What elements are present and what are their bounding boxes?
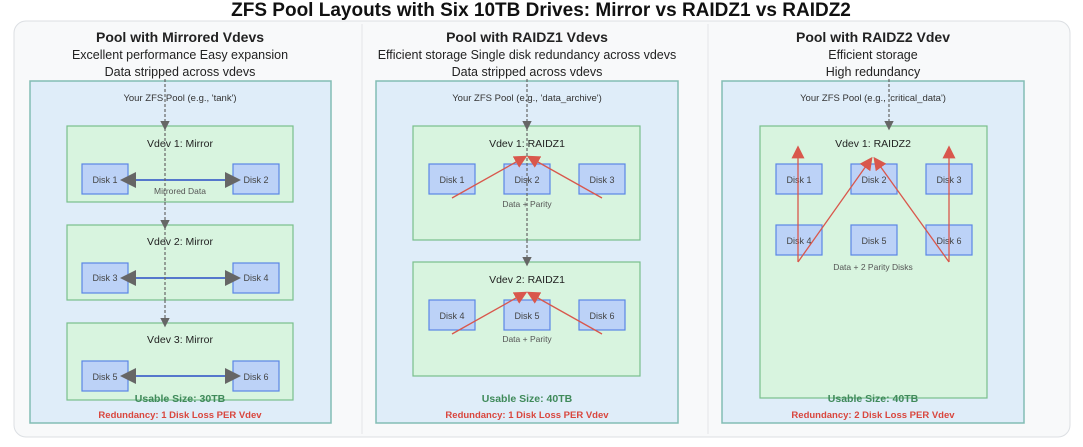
column-heading: Pool with RAIDZ2 Vdev [796,29,950,45]
parity-arrow [526,291,603,335]
disk-label: Disk 6 [243,372,268,382]
disk-label: Disk 5 [861,236,886,246]
usable-size: Usable Size: 30TB [135,393,226,405]
pool-label: Your ZFS Pool (e.g., 'critical_data') [800,93,946,104]
disk-label: Disk 4 [439,311,464,321]
disk-label: Disk 1 [786,175,811,185]
column-subtitle: Efficient storage Single disk redundancy… [378,48,677,62]
vdev-label: Vdev 3: Mirror [147,334,213,346]
vdev-label: Vdev 2: RAIDZ1 [489,274,565,286]
pool-label: Your ZFS Pool (e.g., 'tank') [123,93,236,104]
column-subtitle: Excellent performance Easy expansion [72,48,288,62]
vdev-label: Vdev 1: Mirror [147,138,213,150]
disk-label: Disk 6 [589,311,614,321]
disk [232,163,280,195]
usable-size: Usable Size: 40TB [828,393,919,405]
parity-arrow [797,156,873,263]
column-heading: Pool with RAIDZ1 Vdevs [446,29,608,45]
parity-arrow [873,156,950,263]
vdev-note: Data + Parity [502,334,552,344]
disk [503,299,551,331]
column-subtitle: High redundancy [826,65,921,79]
disk-label: Disk 1 [439,175,464,185]
column-raidz1: Pool with RAIDZ1 Vdevs Efficient storage… [375,29,679,424]
disk [81,360,129,392]
column-subtitle: Efficient storage [828,48,917,62]
column-subtitle: Data stripped across vdevs [105,65,256,79]
redundancy: Redundancy: 2 Disk Loss PER Vdev [791,410,955,421]
disk-label: Disk 2 [243,175,268,185]
diagram-title: ZFS Pool Layouts with Six 10TB Drives: M… [231,0,851,21]
vdev-note: Mirrored Data [154,186,206,196]
disk [850,224,898,256]
disk-label: Disk 4 [786,236,811,246]
redundancy: Redundancy: 1 Disk Loss PER Vdev [445,410,609,421]
usable-size: Usable Size: 40TB [482,393,573,405]
disk-label: Disk 1 [92,175,117,185]
redundancy: Redundancy: 1 Disk Loss PER Vdev [98,410,262,421]
column-heading: Pool with Mirrored Vdevs [96,29,264,45]
disk-label: Disk 5 [92,372,117,382]
vdev-label: Vdev 2: Mirror [147,236,213,248]
disk-label: Disk 3 [589,175,614,185]
column-subtitle: Data stripped across vdevs [452,65,603,79]
disk-label: Disk 4 [243,273,268,283]
disk-label: Disk 3 [92,273,117,283]
column-raidz2: Pool with RAIDZ2 Vdev Efficient storage … [721,29,1025,424]
parity-arrow [451,291,528,335]
pool-label: Your ZFS Pool (e.g., 'data_archive') [452,93,602,104]
disk-label: Disk 2 [861,175,886,185]
disk [775,163,823,195]
vdev-note: Data + 2 Parity Disks [833,262,913,272]
parity-arrow [526,155,603,199]
vdev-label: Vdev 1: RAIDZ2 [835,138,911,150]
parity-arrow [451,155,528,199]
disk-label: Disk 5 [514,311,539,321]
column-mirror: Pool with Mirrored Vdevs Excellent perfo… [29,29,332,424]
disk [428,299,476,331]
